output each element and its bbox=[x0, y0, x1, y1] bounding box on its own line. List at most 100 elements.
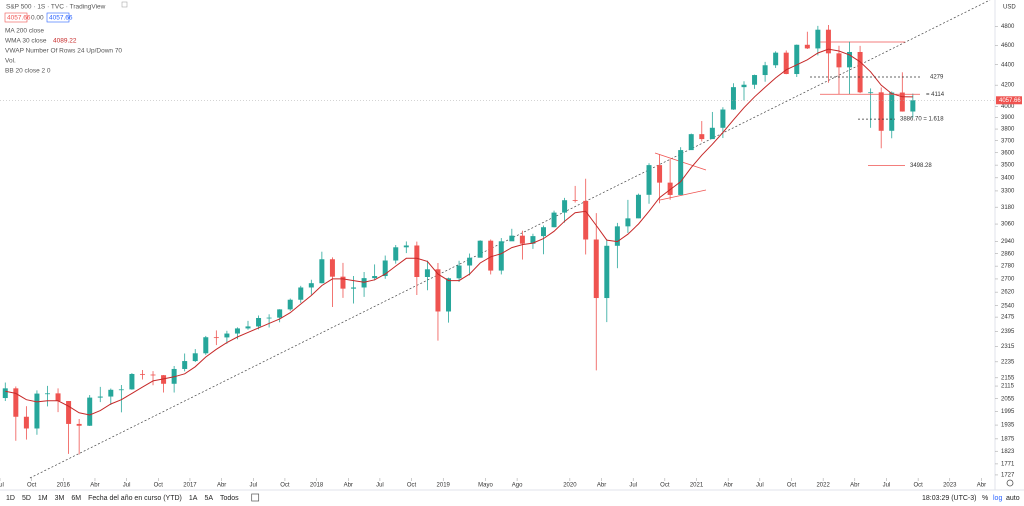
candle-body bbox=[298, 287, 304, 300]
date-range-button[interactable] bbox=[251, 493, 260, 502]
candle-body bbox=[804, 44, 810, 49]
candle-body bbox=[87, 397, 93, 426]
x-tick-label: Ago bbox=[512, 483, 523, 489]
range-button[interactable]: 1M bbox=[38, 495, 48, 502]
candle-body bbox=[403, 245, 409, 248]
candle-body bbox=[614, 226, 620, 246]
y-tick-label: 2780 bbox=[1001, 264, 1015, 270]
candle-body bbox=[667, 182, 673, 195]
indicator-label[interactable]: Vol. bbox=[5, 58, 16, 65]
triangle-line bbox=[659, 189, 707, 201]
candle-body bbox=[108, 389, 114, 397]
candle-body bbox=[129, 373, 135, 390]
x-tick-label: Jul bbox=[629, 483, 637, 489]
candle-body bbox=[424, 269, 430, 278]
candle-body bbox=[720, 109, 726, 128]
range-button[interactable]: Todos bbox=[220, 495, 239, 502]
x-tick-label: Abr bbox=[90, 483, 99, 489]
candle-body bbox=[329, 259, 335, 277]
candle-body bbox=[213, 337, 219, 339]
y-tick-label: 2940 bbox=[1001, 239, 1015, 245]
candle-body bbox=[66, 401, 72, 424]
price-box bbox=[4, 12, 28, 23]
range-button[interactable]: 1D bbox=[6, 495, 15, 502]
candle-body bbox=[182, 361, 188, 369]
candle-body bbox=[878, 92, 884, 131]
candle-body bbox=[604, 245, 610, 299]
y-tick-label: 3600 bbox=[1001, 150, 1015, 156]
x-tick-label: Abr bbox=[344, 483, 353, 489]
y-tick-label: 3800 bbox=[1001, 127, 1015, 133]
y-tick-label: 4000 bbox=[1001, 104, 1015, 110]
candle-body bbox=[657, 165, 663, 183]
range-button[interactable]: Fecha del año en curso (YTD) bbox=[88, 495, 182, 502]
candle-body bbox=[44, 393, 50, 395]
y-tick-label: 2395 bbox=[1001, 329, 1015, 335]
candle-body bbox=[646, 165, 652, 195]
indicator-label[interactable]: WMA 30 close bbox=[5, 38, 47, 45]
y-tick-label: 2315 bbox=[1001, 344, 1015, 350]
change: 0.00 bbox=[31, 15, 44, 22]
level-label: 4279 bbox=[930, 75, 944, 81]
y-tick-label: 4200 bbox=[1001, 83, 1015, 89]
range-button[interactable]: 3M bbox=[55, 495, 65, 502]
range-button[interactable]: 5A bbox=[204, 495, 213, 502]
candle-body bbox=[593, 239, 599, 299]
log-toggle[interactable]: log bbox=[993, 495, 1002, 502]
candle-body bbox=[794, 44, 800, 75]
candle-body bbox=[34, 393, 40, 429]
candle-body bbox=[889, 92, 895, 131]
candle-body bbox=[688, 134, 694, 151]
candle-body bbox=[2, 388, 8, 399]
x-tick-label: Oct bbox=[154, 483, 164, 489]
x-tick-label: Oct bbox=[660, 483, 670, 489]
settings-icon[interactable] bbox=[121, 1, 128, 8]
y-tick-label: 2475 bbox=[1001, 315, 1015, 321]
candle-body bbox=[456, 265, 462, 279]
candle-body bbox=[730, 87, 736, 110]
candle-body bbox=[13, 388, 19, 417]
level-label: = 4114 bbox=[926, 92, 945, 98]
candle-body bbox=[519, 235, 525, 244]
candle-body bbox=[382, 260, 388, 277]
settings-button[interactable] bbox=[1006, 479, 1014, 487]
bid-price: 4057.66 bbox=[7, 15, 31, 22]
y-tick-label: 2540 bbox=[1001, 303, 1015, 309]
auto-toggle[interactable]: auto bbox=[1006, 495, 1020, 502]
candle-body bbox=[287, 299, 293, 310]
candle-body bbox=[762, 65, 768, 76]
y-tick-label: 1823 bbox=[1001, 449, 1015, 455]
candle-body bbox=[488, 240, 494, 271]
x-tick-label: Abr bbox=[977, 483, 986, 489]
level-label: 3498.28 bbox=[910, 163, 932, 169]
y-tick-label: 1995 bbox=[1001, 409, 1015, 415]
y-tick-label: 2155 bbox=[1001, 375, 1015, 381]
percent-toggle[interactable]: % bbox=[982, 495, 988, 502]
candle-body bbox=[372, 276, 378, 279]
indicator-label[interactable]: VWAP Number Of Rows 24 Up/Down 70 bbox=[5, 48, 122, 55]
range-button[interactable]: 6M bbox=[71, 495, 81, 502]
y-tick-label: 2620 bbox=[1001, 290, 1015, 296]
candle-body bbox=[351, 287, 357, 289]
indicator-label[interactable]: MA 200 close bbox=[5, 28, 44, 35]
price-box bbox=[46, 12, 70, 23]
y-tick-label: 1727 bbox=[1001, 473, 1015, 479]
range-button[interactable]: 1A bbox=[189, 495, 198, 502]
candle-body bbox=[161, 375, 167, 384]
x-tick-label: Jul bbox=[0, 483, 4, 489]
y-tick-label: 4600 bbox=[1001, 43, 1015, 49]
candle-body bbox=[224, 333, 230, 338]
candle-body bbox=[76, 423, 82, 426]
y-tick-label: 4800 bbox=[1001, 24, 1015, 30]
candle-body bbox=[783, 52, 789, 75]
candle-body bbox=[414, 245, 420, 278]
candle-body bbox=[868, 92, 874, 94]
candle-body bbox=[562, 200, 568, 213]
x-tick-label: Jul bbox=[249, 483, 257, 489]
range-button[interactable]: 5D bbox=[22, 495, 31, 502]
last-price-label: 4057.66 bbox=[999, 98, 1021, 104]
indicator-label[interactable]: BB 20 close 2 0 bbox=[5, 68, 51, 75]
candle-body bbox=[55, 393, 61, 402]
y-tick-label: 1875 bbox=[1001, 436, 1015, 442]
